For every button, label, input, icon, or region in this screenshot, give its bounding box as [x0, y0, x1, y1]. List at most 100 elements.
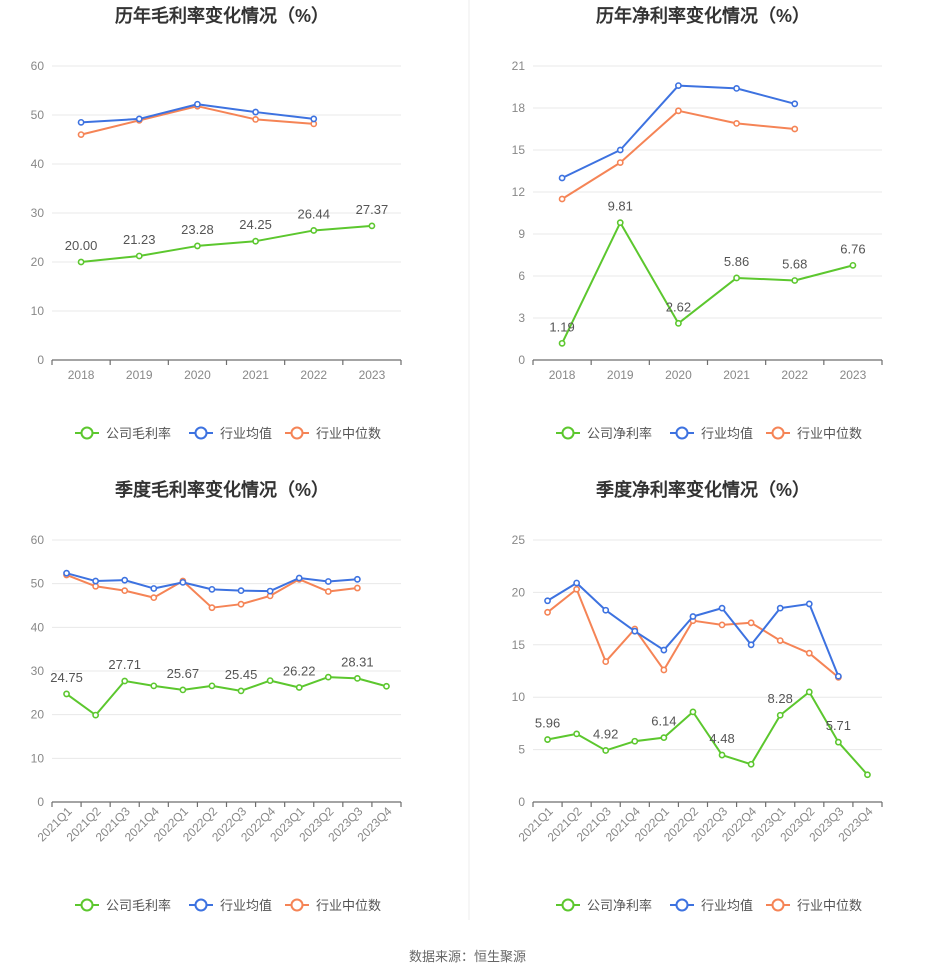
x-tick-label: 2018 [549, 368, 576, 382]
legend-label: 行业中位数 [316, 898, 381, 913]
chart-title: 历年毛利率变化情况（%） [115, 5, 329, 26]
series-line-1 [547, 690, 869, 776]
y-tick-label: 12 [512, 185, 526, 199]
legend-item[interactable]: 公司净利率 [556, 426, 652, 441]
data-point [660, 666, 668, 674]
legend-marker [771, 898, 785, 912]
x-tick-label: 2022 [300, 368, 327, 382]
data-point [179, 686, 187, 694]
data-label: 5.68 [782, 256, 807, 271]
data-point [573, 579, 581, 587]
x-tick-label: 2019 [126, 368, 153, 382]
data-point [92, 582, 100, 590]
data-point [631, 737, 639, 745]
data-point [805, 600, 813, 608]
x-tick-label: 2019 [607, 368, 634, 382]
data-point [295, 574, 303, 582]
legend-item[interactable]: 公司毛利率 [75, 426, 171, 441]
legend-marker [290, 426, 304, 440]
y-tick-label: 3 [518, 311, 525, 325]
legend-item[interactable]: 行业中位数 [766, 898, 862, 913]
chart-title: 季度净利率变化情况（%） [596, 479, 810, 500]
data-point [805, 649, 813, 657]
y-tick-label: 0 [518, 795, 525, 809]
data-point [558, 174, 566, 182]
data-point [602, 606, 610, 614]
data-label: 4.92 [593, 726, 618, 741]
y-tick-label: 40 [31, 157, 45, 171]
data-point [776, 637, 784, 645]
legend-item[interactable]: 行业均值 [670, 426, 753, 441]
x-tick-label: 2018 [68, 368, 95, 382]
y-tick-label: 50 [31, 577, 45, 591]
data-point [368, 222, 376, 230]
data-point [121, 677, 129, 685]
y-tick-label: 30 [31, 664, 45, 678]
legend-label: 行业均值 [220, 426, 272, 441]
x-tick-label: 2023 [359, 368, 386, 382]
data-point [135, 115, 143, 123]
y-tick-label: 60 [31, 59, 45, 73]
data-point [631, 627, 639, 635]
data-point [776, 711, 784, 719]
data-label: 5.96 [535, 716, 560, 731]
legend-marker [561, 426, 575, 440]
data-point [558, 195, 566, 203]
legend-marker [771, 426, 785, 440]
data-label: 28.31 [341, 654, 374, 669]
data-label: 5.71 [826, 718, 851, 733]
data-point [573, 730, 581, 738]
data-point [747, 760, 755, 768]
legend-item[interactable]: 行业中位数 [285, 898, 381, 913]
y-tick-label: 25 [512, 533, 526, 547]
y-tick-label: 0 [518, 353, 525, 367]
data-point [77, 258, 85, 266]
legend-item[interactable]: 公司毛利率 [75, 898, 171, 913]
y-tick-label: 0 [37, 795, 44, 809]
legend-item[interactable]: 行业均值 [189, 898, 272, 913]
legend-marker [194, 426, 208, 440]
series-line-2 [547, 581, 840, 677]
legend-marker [561, 898, 575, 912]
data-point [208, 604, 216, 612]
data-label: 6.76 [840, 241, 865, 256]
data-label: 23.28 [181, 222, 214, 237]
y-tick-label: 6 [518, 269, 525, 283]
x-tick-label: 2020 [184, 368, 211, 382]
data-point [208, 585, 216, 593]
legend-item[interactable]: 公司净利率 [556, 898, 652, 913]
data-point [733, 85, 740, 92]
data-point [675, 319, 682, 327]
legend-item[interactable]: 行业均值 [670, 898, 753, 913]
data-point [834, 672, 842, 680]
data-point [310, 227, 318, 234]
data-point [718, 751, 726, 759]
legend-item[interactable]: 行业中位数 [766, 426, 862, 441]
data-point [324, 578, 332, 585]
data-point [602, 658, 610, 665]
series-line-1 [561, 221, 854, 344]
x-tick-label: 2021 [242, 368, 269, 382]
chart-title: 季度毛利率变化情况（%） [115, 479, 329, 500]
legend-marker [290, 898, 304, 912]
data-point [252, 108, 259, 116]
chart-panel-1: 历年毛利率变化情况（%） 0 10 20 30 40 50 60 2018 2019 2020 202… [31, 5, 402, 441]
y-tick-label: 21 [512, 59, 526, 73]
data-label: 21.23 [123, 232, 156, 247]
data-label: 20.00 [65, 238, 98, 253]
legend-label: 公司净利率 [587, 898, 652, 913]
y-tick-label: 18 [512, 101, 526, 115]
series-line-1 [65, 676, 387, 717]
chart-panel-3: 季度毛利率变化情况（%）01020304050602021Q12021Q2202… [31, 479, 402, 913]
data-point [237, 687, 245, 695]
data-point [675, 107, 682, 115]
y-tick-label: 10 [31, 304, 45, 318]
legend-item[interactable]: 行业均值 [189, 426, 272, 441]
legend-item[interactable]: 行业中位数 [285, 426, 381, 441]
y-tick-label: 60 [31, 533, 45, 547]
legend-marker [80, 426, 94, 440]
data-point [237, 587, 245, 595]
data-point [194, 242, 201, 250]
data-label: 2.62 [666, 299, 691, 314]
